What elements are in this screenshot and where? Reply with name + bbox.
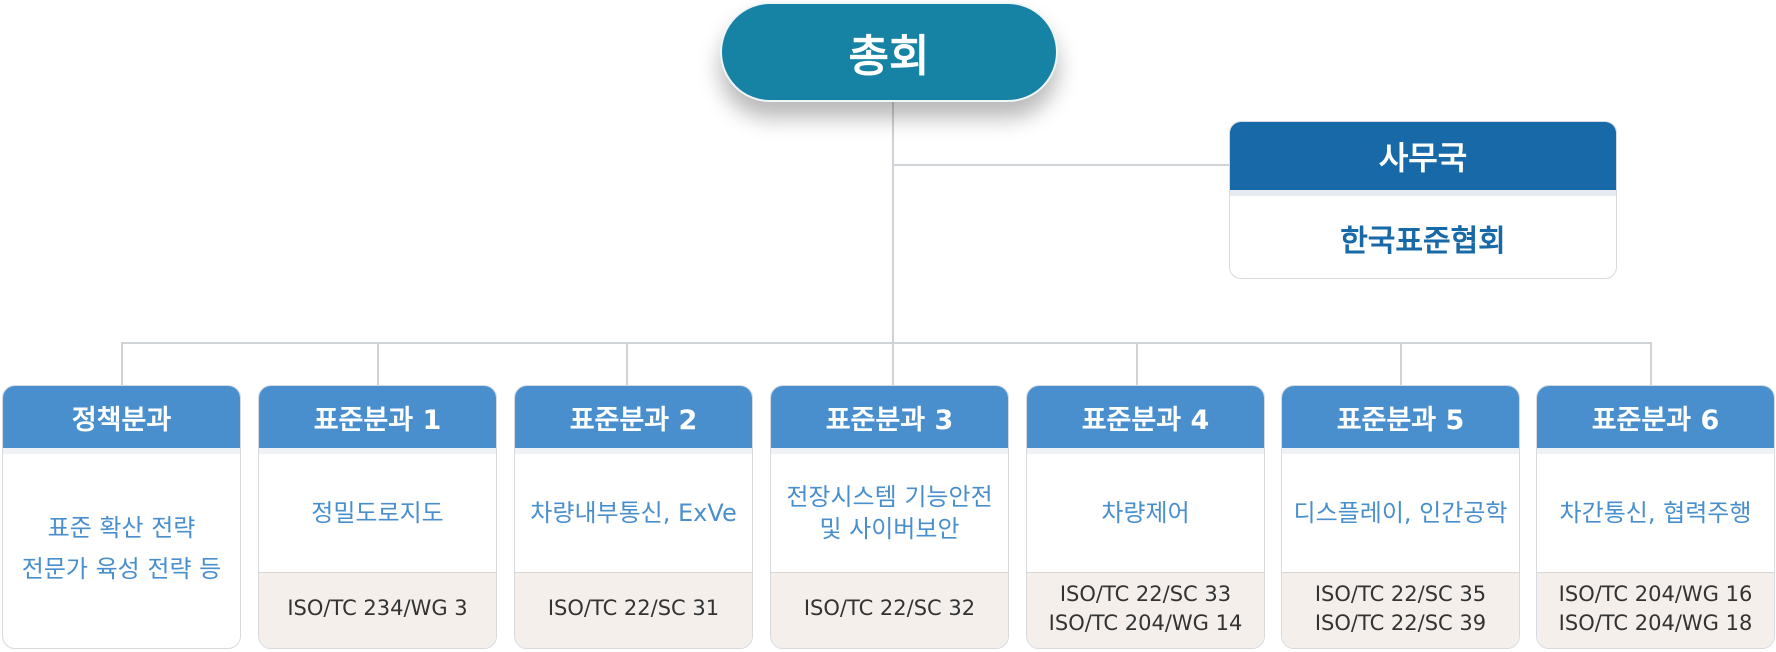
connector-committee-6 [1650,342,1652,386]
committee-title: 표준분과 6 [1537,386,1774,454]
committee-iso-code: ISO/TC 22/SC 31 [515,572,752,648]
committee-title: 표준분과 1 [259,386,496,454]
secretariat-node: 사무국 한국표준협회 [1229,121,1617,279]
committee-scope: 정밀도로지도 [311,499,444,527]
connector-committee-1 [377,342,379,386]
committee-iso-code: ISO/TC 204/WG 16 ISO/TC 204/WG 18 [1537,572,1774,648]
committee-title: 표준분과 5 [1282,386,1519,454]
committee-scope: 디스플레이, 인간공학 [1293,499,1508,527]
committee-standard-1: 표준분과 1 정밀도로지도 ISO/TC 234/WG 3 [258,385,497,649]
committee-title: 표준분과 3 [771,386,1008,454]
general-assembly-label: 총회 [848,31,930,82]
committee-iso-code: ISO/TC 234/WG 3 [259,572,496,648]
secretariat-body: 한국표준협회 [1340,224,1506,259]
committee-scope: 차간통신, 협력주행 [1559,499,1752,527]
committee-scope: 표준 확산 전략 전문가 육성 전략 등 [21,514,222,583]
committee-standard-5: 표준분과 5 디스플레이, 인간공학 ISO/TC 22/SC 35 ISO/T… [1281,385,1520,649]
committee-iso-code: ISO/TC 22/SC 35 ISO/TC 22/SC 39 [1282,572,1519,648]
general-assembly-node: 총회 [720,2,1058,102]
committee-policy: 정책분과 표준 확산 전략 전문가 육성 전략 등 [2,385,241,649]
connector-committee-3 [892,342,894,386]
committee-scope: 차량제어 [1101,499,1190,527]
committee-title: 표준분과 4 [1027,386,1264,454]
committee-iso-code: ISO/TC 22/SC 33 ISO/TC 204/WG 14 [1027,572,1264,648]
committee-standard-4: 표준분과 4 차량제어 ISO/TC 22/SC 33 ISO/TC 204/W… [1026,385,1265,649]
committee-iso-code: ISO/TC 22/SC 32 [771,572,1008,648]
connector-secretariat-horizontal [892,164,1229,166]
committee-scope: 전장시스템 기능안전 및 사이버보안 [786,483,993,543]
committee-title: 표준분과 2 [515,386,752,454]
committee-scope: 차량내부통신, ExVe [530,499,737,527]
committee-standard-3: 표준분과 3 전장시스템 기능안전 및 사이버보안 ISO/TC 22/SC 3… [770,385,1009,649]
connector-committee-4 [1136,342,1138,386]
committee-title: 정책분과 [3,386,240,454]
committee-standard-2: 표준분과 2 차량내부통신, ExVe ISO/TC 22/SC 31 [514,385,753,649]
connector-committee-0 [121,342,123,386]
connector-committees-horizontal [121,342,1652,344]
connector-committee-2 [626,342,628,386]
connector-root-vertical [892,102,894,344]
committee-standard-6: 표준분과 6 차간통신, 협력주행 ISO/TC 204/WG 16 ISO/T… [1536,385,1775,649]
secretariat-title: 사무국 [1230,122,1616,196]
connector-committee-5 [1400,342,1402,386]
